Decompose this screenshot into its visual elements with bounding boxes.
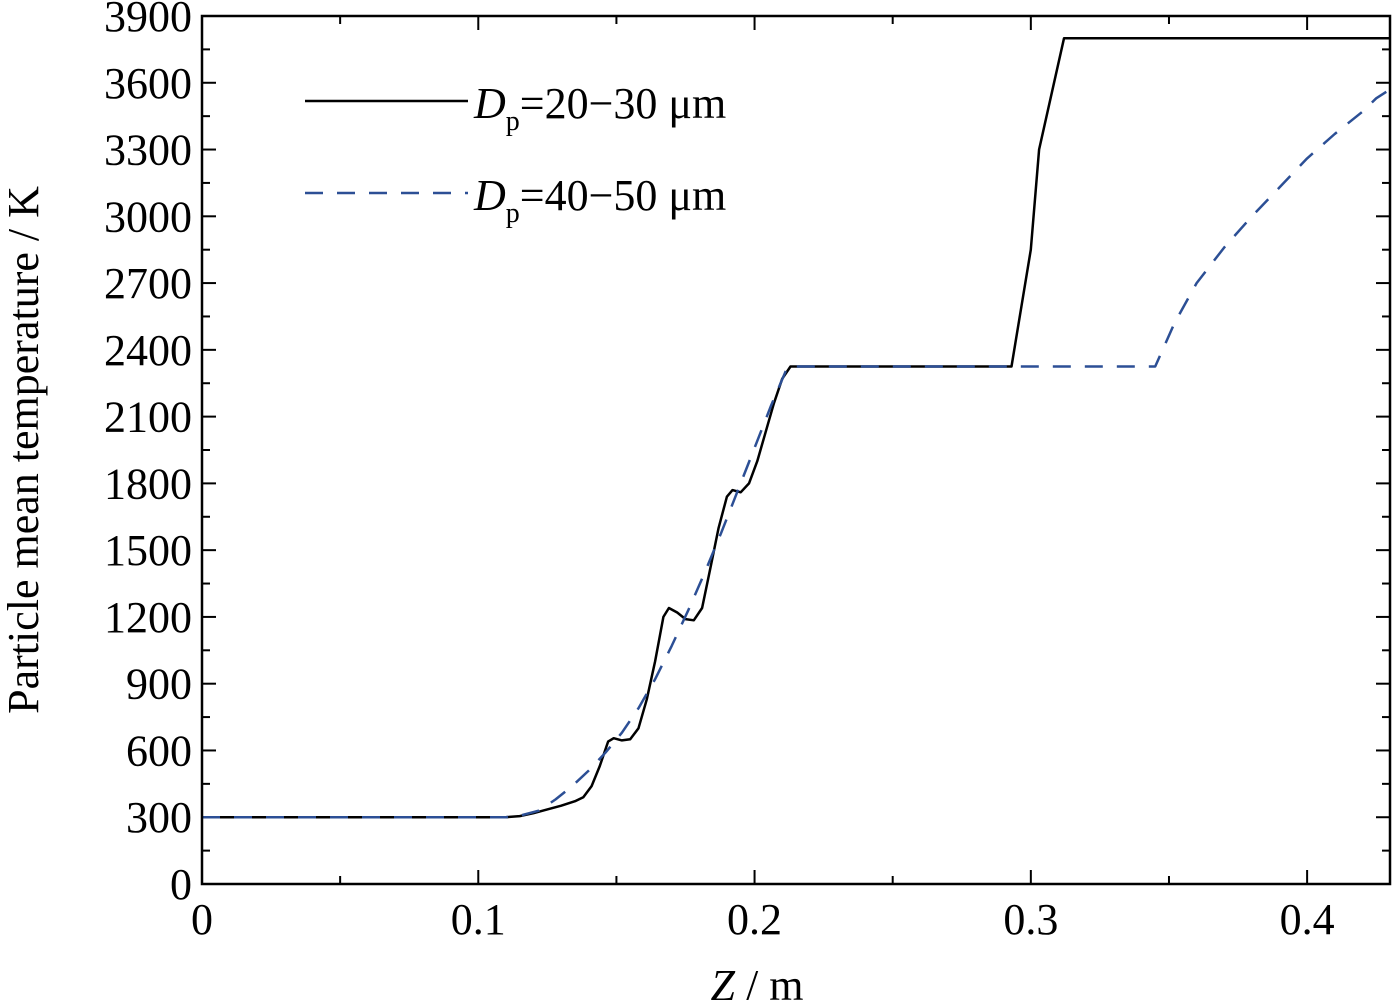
y-tick-label: 1800 bbox=[104, 459, 192, 508]
series-line-1 bbox=[202, 37, 1390, 819]
x-axis-ticks: 0 0.1 0.2 0.3 0.4 bbox=[191, 16, 1335, 944]
y-tick-label: 300 bbox=[126, 793, 192, 842]
legend-label-series-2: Dp=40−50 μm bbox=[473, 171, 726, 229]
y-tick-label: 600 bbox=[126, 726, 192, 775]
y-tick-label: 1500 bbox=[104, 526, 192, 575]
y-tick-label: 1200 bbox=[104, 593, 192, 642]
y-tick-label: 3300 bbox=[104, 126, 192, 175]
x-tick-label: 0.3 bbox=[1003, 895, 1058, 944]
y-axis-title: Particle mean temperature / K bbox=[0, 186, 48, 714]
x-tick-label: 0.2 bbox=[727, 895, 782, 944]
plot-frame bbox=[200, 14, 1392, 886]
legend: Dp=20−30 μm Dp=40−50 μm bbox=[305, 79, 726, 229]
y-tick-label: 3600 bbox=[104, 59, 192, 108]
series-line-2 bbox=[202, 88, 1391, 819]
y-axis-ticks: 0 300 600 900 1200 1500 1800 2100 2400 2700 3000 33… bbox=[104, 0, 1390, 909]
x-tick-label: 0.1 bbox=[451, 895, 506, 944]
x-axis-title: Z / m bbox=[711, 961, 804, 1000]
y-tick-label: 2100 bbox=[104, 393, 192, 442]
x-tick-label: 0 bbox=[191, 895, 213, 944]
y-tick-label: 0 bbox=[170, 860, 192, 909]
y-tick-label: 3000 bbox=[104, 192, 192, 241]
y-tick-label: 2700 bbox=[104, 259, 192, 308]
x-tick-label: 0.4 bbox=[1280, 895, 1335, 944]
legend-label-series-1: Dp=20−30 μm bbox=[473, 79, 726, 137]
y-tick-label: 2400 bbox=[104, 326, 192, 375]
y-tick-label: 3900 bbox=[104, 0, 192, 41]
series-lines bbox=[202, 37, 1391, 819]
y-tick-label: 900 bbox=[126, 660, 192, 709]
